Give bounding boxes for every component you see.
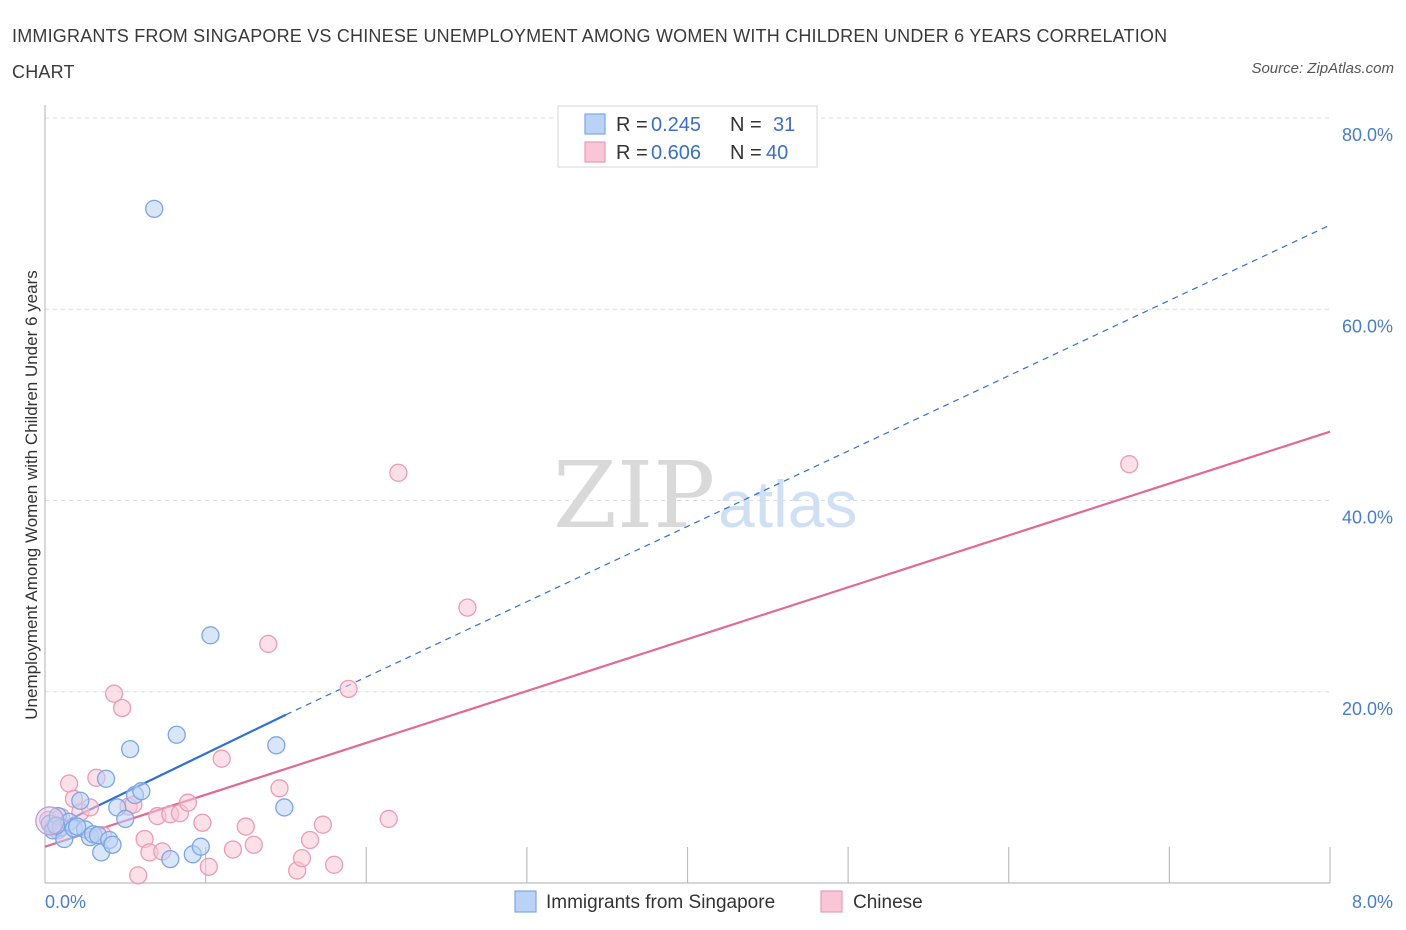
point-cluster-origin bbox=[35, 806, 65, 836]
point-singapore-26 bbox=[201, 626, 220, 645]
point-chinese-10 bbox=[112, 698, 132, 718]
trend-line-solid-1 bbox=[44, 430, 1331, 848]
stats-legend: R = 0.245 N = 31 R = 0.606 N = 40 bbox=[557, 105, 818, 168]
point-chinese-9 bbox=[104, 684, 124, 703]
point-singapore-23 bbox=[167, 725, 186, 744]
point-chinese-27 bbox=[259, 634, 278, 654]
series-legend-swatch-chinese bbox=[820, 890, 843, 913]
point-singapore-22 bbox=[161, 849, 180, 869]
point-chinese-30 bbox=[292, 848, 312, 868]
x-tick-labels: 0.0% 8.0% bbox=[45, 892, 1393, 912]
point-singapore-25 bbox=[191, 837, 210, 856]
gridlines bbox=[45, 117, 1330, 693]
point-chinese-13 bbox=[129, 866, 148, 885]
point-singapore-13 bbox=[96, 769, 116, 788]
point-chinese-28 bbox=[270, 779, 289, 798]
point-chinese-33 bbox=[324, 855, 344, 874]
y-tick-labels: 20.0% 40.0% 60.0% 80.0% bbox=[1342, 125, 1393, 719]
series-legend-label-chinese: Chinese bbox=[853, 892, 923, 913]
y-tick-label-2: 60.0% bbox=[1342, 316, 1393, 336]
point-singapore-7 bbox=[71, 791, 90, 810]
chart-title: IMMIGRANTS FROM SINGAPORE VS CHINESE UNE… bbox=[12, 26, 1168, 82]
point-chinese-34 bbox=[339, 679, 358, 699]
legend-r-label-singapore: R = bbox=[616, 114, 648, 136]
point-singapore-15 bbox=[103, 835, 122, 854]
point-chinese-32 bbox=[313, 815, 333, 834]
point-singapore-20 bbox=[132, 782, 151, 801]
point-singapore-30 bbox=[67, 817, 87, 836]
legend-n-label-singapore: N = bbox=[730, 114, 762, 136]
legend-n-value-singapore: 31 bbox=[773, 114, 795, 136]
legend-r-value-singapore: 0.245 bbox=[651, 114, 701, 136]
watermark-zip: ZIP bbox=[553, 442, 715, 549]
trend-line-dashed-0 bbox=[285, 224, 1331, 716]
watermark: ZIP atlas bbox=[553, 442, 857, 549]
point-chinese-36 bbox=[389, 463, 408, 482]
y-tick-label-0: 20.0% bbox=[1342, 699, 1393, 719]
point-chinese-3 bbox=[59, 774, 79, 793]
legend-swatch-chinese bbox=[584, 141, 606, 163]
legend-r-label-chinese: R = bbox=[616, 142, 648, 164]
legend-r-value-chinese: 0.606 bbox=[651, 142, 701, 164]
x-tick-label-0: 0.0% bbox=[45, 892, 86, 912]
point-singapore-21 bbox=[145, 199, 164, 218]
watermark-atlas: atlas bbox=[718, 467, 857, 541]
point-singapore-27 bbox=[267, 736, 286, 755]
legend-swatch-singapore bbox=[584, 113, 606, 135]
point-chinese-23 bbox=[212, 749, 231, 768]
point-chinese-20 bbox=[178, 793, 198, 812]
point-singapore-17 bbox=[116, 809, 135, 829]
legend-n-label-chinese: N = bbox=[730, 142, 762, 164]
point-chinese-26 bbox=[244, 835, 263, 854]
point-chinese-22 bbox=[199, 857, 218, 876]
x-tick-marks bbox=[205, 847, 1331, 883]
point-singapore-28 bbox=[275, 798, 294, 817]
legend-n-value-chinese: 40 bbox=[766, 142, 788, 164]
point-singapore-18 bbox=[120, 739, 140, 759]
point-chinese-35 bbox=[379, 809, 398, 829]
point-chinese-25 bbox=[236, 817, 255, 836]
source-label: Source: ZipAtlas.com bbox=[1251, 60, 1394, 77]
point-chinese-31 bbox=[300, 830, 320, 850]
point-chinese-37 bbox=[458, 598, 477, 617]
point-chinese-21 bbox=[193, 813, 212, 832]
y-tick-label-3: 80.0% bbox=[1342, 125, 1393, 145]
point-chinese-38 bbox=[1120, 455, 1139, 474]
series-legend-swatch-singapore bbox=[514, 890, 537, 913]
x-tick-label-1: 8.0% bbox=[1352, 892, 1393, 912]
point-chinese-24 bbox=[223, 840, 243, 859]
series-legend-label-singapore: Immigrants from Singapore bbox=[546, 892, 775, 913]
series-legend: Immigrants from Singapore Chinese bbox=[514, 890, 923, 913]
y-tick-label-1: 40.0% bbox=[1342, 508, 1393, 528]
data-points bbox=[35, 199, 1139, 885]
y-axis-label: Unemployment Among Women with Children U… bbox=[22, 270, 41, 719]
